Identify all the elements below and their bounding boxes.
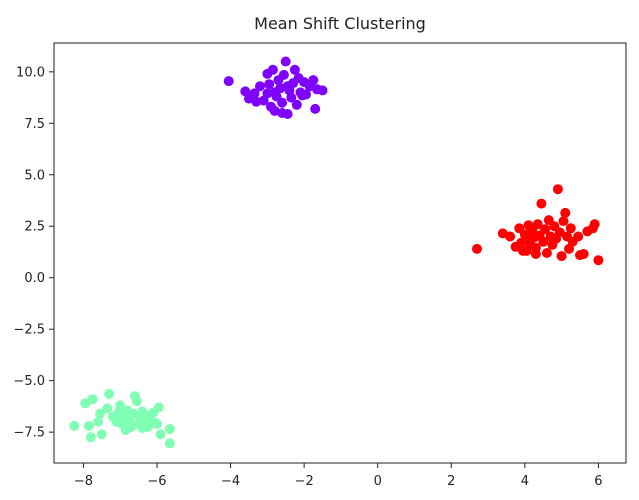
scatter-point-cluster-2	[102, 403, 113, 414]
x-tick-label: 0	[374, 474, 382, 489]
scatter-point-cluster-2	[69, 420, 80, 431]
scatter-point-cluster-1	[223, 76, 234, 87]
scatter-point-cluster-1	[317, 85, 328, 96]
scatter-point-cluster-1	[278, 69, 289, 80]
scatter-point-cluster-3	[505, 231, 516, 242]
scatter-point-cluster-2	[153, 402, 164, 413]
scatter-point-cluster-1	[269, 105, 280, 116]
scatter-point-cluster-2	[96, 429, 107, 440]
scatter-point-cluster-3	[593, 255, 604, 266]
scatter-point-cluster-3	[560, 207, 571, 218]
scatter-point-cluster-2	[83, 420, 94, 431]
scatter-point-cluster-3	[521, 245, 532, 256]
y-tick-label: −5.0	[13, 374, 45, 389]
scatter-point-cluster-1	[286, 92, 297, 103]
scatter-point-cluster-2	[164, 438, 175, 449]
scatter-point-cluster-3	[472, 243, 482, 254]
scatter-point-cluster-2	[128, 408, 139, 419]
y-tick-label: 10.0	[16, 65, 45, 80]
scatter-point-cluster-2	[115, 400, 126, 411]
x-tick-label: −8	[74, 474, 93, 489]
x-tick-label: 2	[447, 474, 455, 489]
scatter-point-cluster-3	[538, 236, 549, 247]
y-tick-label: 5.0	[24, 168, 45, 183]
scatter-point-cluster-3	[558, 216, 569, 227]
chart-title: Mean Shift Clustering	[254, 14, 426, 33]
x-tick-label: −6	[147, 474, 166, 489]
scatter-point-cluster-3	[532, 219, 543, 230]
x-axis: −8 −6 −4 −2 0 2 4 6	[74, 463, 603, 489]
scatter-point-cluster-3	[578, 249, 589, 259]
scatter-point-cluster-1	[308, 75, 319, 86]
x-tick-label: −2	[295, 474, 314, 489]
scatter-point-cluster-3	[556, 251, 567, 262]
scatter-point-cluster-1	[301, 89, 311, 100]
scatter-point-cluster-1	[289, 64, 300, 75]
scatter-point-cluster-3	[536, 198, 547, 209]
y-tick-label: 7.5	[24, 117, 45, 132]
scatter-point-cluster-2	[95, 408, 105, 419]
scatter-point-cluster-1	[255, 81, 265, 92]
points-layer	[69, 56, 604, 449]
y-tick-label: −2.5	[13, 323, 45, 338]
scatter-point-cluster-2	[104, 389, 115, 399]
scatter-point-cluster-3	[565, 223, 576, 234]
scatter-point-cluster-1	[282, 81, 293, 92]
scatter-point-cluster-1	[291, 99, 302, 110]
scatter-point-cluster-3	[589, 219, 600, 230]
scatter-point-cluster-2	[164, 424, 175, 434]
scatter-point-cluster-3	[540, 224, 551, 235]
scatter-point-cluster-1	[267, 64, 278, 75]
scatter-point-cluster-1	[262, 88, 273, 99]
scatter-point-cluster-2	[93, 416, 104, 427]
y-tick-label: 0.0	[24, 271, 45, 286]
scatter-point-cluster-1	[280, 56, 291, 67]
plot-frame	[53, 42, 627, 464]
scatter-point-cluster-3	[554, 227, 565, 238]
scatter-point-cluster-1	[251, 96, 262, 107]
scatter-point-cluster-2	[137, 423, 148, 433]
scatter-point-cluster-2	[87, 394, 98, 405]
scatter-point-cluster-1	[249, 88, 260, 99]
scatter-point-cluster-1	[277, 97, 288, 108]
scatter-point-cluster-1	[310, 103, 321, 114]
scatter-point-cluster-3	[573, 231, 584, 242]
scatter-point-cluster-3	[552, 184, 563, 195]
y-tick-label: −7.5	[13, 426, 45, 441]
scatter-point-cluster-2	[131, 396, 142, 407]
scatter-point-cluster-3	[530, 249, 541, 259]
x-tick-label: −4	[221, 474, 240, 489]
scatter-point-cluster-2	[152, 418, 162, 429]
scatter-point-cluster-2	[85, 432, 96, 443]
scatter-point-cluster-2	[155, 429, 166, 440]
x-tick-label: 4	[521, 474, 529, 489]
x-tick-label: 6	[594, 474, 602, 489]
scatter-point-cluster-1	[264, 79, 275, 90]
y-axis: −7.5 −5.0 −2.5 0.0 2.5 5.0 7.5 10.0	[13, 65, 54, 441]
scatter-point-cluster-2	[80, 398, 91, 409]
y-tick-label: 2.5	[24, 220, 45, 235]
scatter-point-cluster-3	[541, 248, 552, 258]
